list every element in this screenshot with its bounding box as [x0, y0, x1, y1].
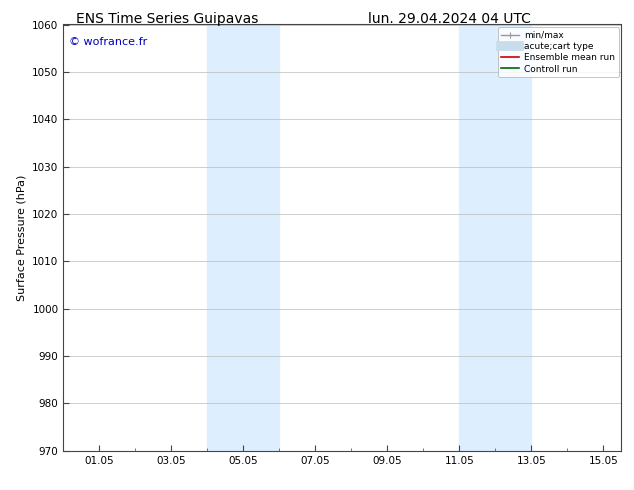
Y-axis label: Surface Pressure (hPa): Surface Pressure (hPa): [16, 174, 27, 301]
Bar: [460, 24, 531, 451]
Text: © wofrance.fr: © wofrance.fr: [69, 37, 147, 48]
Legend: min/max, acute;cart type, Ensemble mean run, Controll run: min/max, acute;cart type, Ensemble mean …: [498, 27, 619, 77]
Bar: [207, 24, 280, 451]
Text: ENS Time Series Guipavas: ENS Time Series Guipavas: [76, 12, 259, 26]
Text: lun. 29.04.2024 04 UTC: lun. 29.04.2024 04 UTC: [368, 12, 531, 26]
